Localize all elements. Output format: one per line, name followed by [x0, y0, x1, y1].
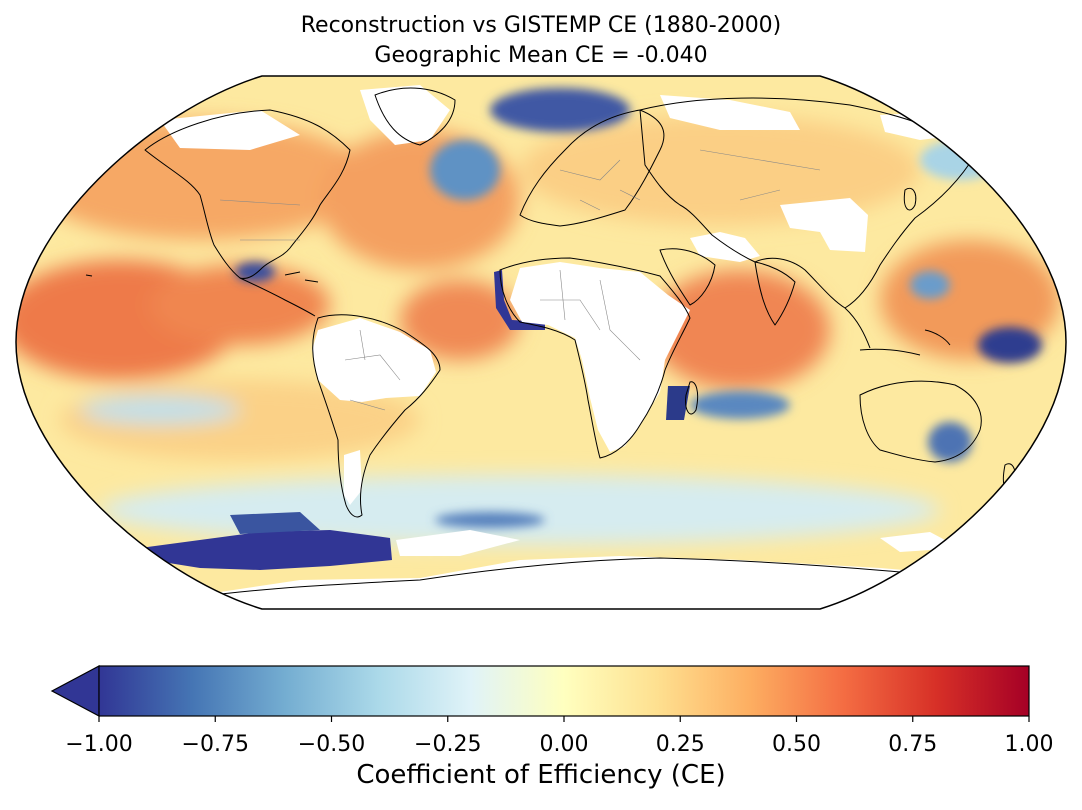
colorbar-tick-label: −0.75: [182, 732, 249, 757]
missing-south-america: [312, 318, 436, 402]
missing-north-america-arctic: [160, 110, 300, 150]
colorbar-tick-label: −0.25: [414, 732, 481, 757]
missing-africa: [510, 262, 690, 452]
map-field: [16, 76, 1066, 609]
cold-patch-west-pacific: [978, 327, 1042, 363]
missing-southern-ocean-gap: [396, 530, 520, 556]
colorbar: −1.00 −0.75 −0.50 −0.25 0.00 0.25 0.50 0.75 1.00: [50, 665, 1053, 757]
missing-central-asia: [780, 198, 868, 252]
coastlines: [85, 87, 1021, 599]
missing-middle-east: [690, 232, 760, 262]
cold-patch-philippines: [910, 271, 950, 299]
missing-greenland: [360, 85, 450, 145]
cold-patch-greenland-sea: [490, 88, 630, 132]
colorbar-tick-label: 0.50: [772, 732, 821, 757]
colorbar-tick-label: −1.00: [65, 732, 132, 757]
colorbar-gradient: [98, 665, 1030, 717]
cold-band-amundsen-sea-edge: [230, 512, 320, 534]
warm-band-europe-asia: [520, 115, 920, 225]
map-subtitle: Geographic Mean CE = -0.040: [374, 43, 708, 68]
cold-patch-southern-atlantic: [435, 512, 545, 528]
colorbar-label: Coefficient of Efficiency (CE): [356, 760, 726, 790]
warm-band-tropical-pacific-east: [150, 265, 330, 345]
globe-outline: [15, 75, 1067, 610]
colorbar-ticks: −1.00 −0.75 −0.50 −0.25 0.00 0.25 0.50 0.75 1.00: [65, 716, 1053, 757]
warm-band-indian-ocean: [650, 270, 830, 390]
colorbar-tick-label: 0.00: [540, 732, 589, 757]
map-title: Reconstruction vs GISTEMP CE (1880-2000): [300, 13, 782, 38]
colorbar-tick-label: −0.50: [298, 732, 365, 757]
cold-band-amundsen-sea: [140, 530, 392, 570]
missing-antarctica: [180, 556, 1000, 609]
colorbar-tick-label: 0.25: [656, 732, 705, 757]
cool-band-south-pacific: [80, 396, 240, 424]
missing-patagonia: [344, 450, 362, 505]
cold-patch-australia: [928, 422, 972, 462]
warm-band-tropical-atlantic: [400, 280, 520, 360]
country-borders: [219, 149, 821, 411]
cold-strip-mozambique-channel: [666, 386, 690, 420]
colorbar-extend-arrow: [50, 665, 100, 717]
missing-scandinavia-arctic: [660, 95, 800, 130]
cold-patch-labrador-sea: [430, 140, 500, 200]
cold-patch-mozambique: [690, 391, 790, 419]
cold-strip-west-africa: [494, 270, 545, 330]
colorbar-tick-label: 0.75: [888, 732, 937, 757]
cold-patch-mexico: [235, 262, 275, 282]
cold-patch-east-asia: [920, 140, 1000, 180]
cool-band-southern-ocean: [100, 475, 940, 545]
colorbar-tick-label: 1.00: [1005, 732, 1054, 757]
